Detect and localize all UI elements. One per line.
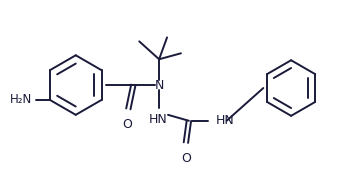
Text: HN: HN xyxy=(216,114,235,127)
Text: N: N xyxy=(154,79,164,92)
Text: H₂N: H₂N xyxy=(10,93,32,106)
Text: O: O xyxy=(181,152,191,164)
Text: HN: HN xyxy=(149,113,167,126)
Text: O: O xyxy=(122,118,132,131)
